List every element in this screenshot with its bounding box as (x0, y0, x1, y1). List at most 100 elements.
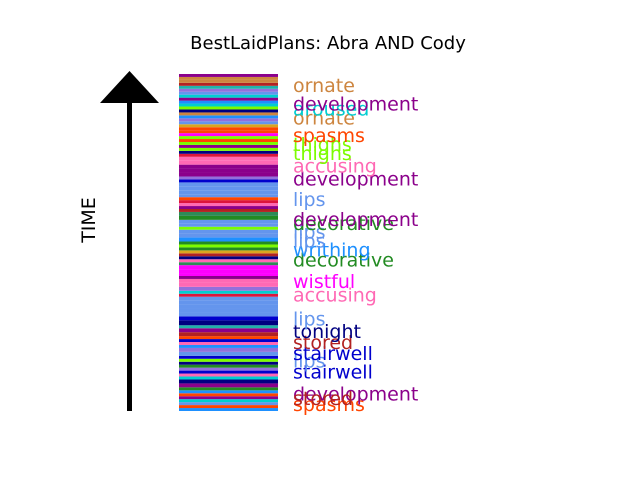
stripe-11 (179, 373, 278, 377)
stripe-76 (179, 150, 278, 154)
stripe-98 (179, 85, 278, 89)
stripe-55 (179, 223, 278, 227)
stripe-9 (179, 379, 278, 384)
stripe-78 (179, 144, 278, 148)
stripe-88 (179, 115, 278, 119)
word-label-5: stairwell (293, 343, 373, 365)
word-label-9: accusing (293, 285, 377, 307)
stripe-65 (179, 190, 278, 195)
stripe-36 (179, 286, 278, 291)
stripe-35 (179, 290, 278, 294)
stripe-89 (179, 112, 278, 116)
stripe-33 (179, 296, 278, 301)
word-labels: spasmsdevelopmentstoredstairwelllipsstai… (293, 75, 418, 416)
stripe-40 (179, 273, 278, 277)
word-label-11: decorative (293, 249, 394, 271)
stripe-17 (179, 355, 278, 359)
stripe-67 (179, 182, 278, 187)
word-label-24: aroused (293, 98, 369, 120)
stripe-39 (179, 276, 278, 279)
stripe-60 (179, 206, 278, 209)
word-label-25: development (293, 94, 418, 116)
stripe-80 (179, 139, 278, 142)
word-label-4: lips (293, 351, 326, 373)
stripe-6 (179, 390, 278, 394)
stripe-28 (179, 316, 278, 321)
stripe-95 (179, 94, 278, 98)
stripe-25 (179, 328, 278, 333)
word-label-12: writhing (293, 239, 371, 261)
stripe-24 (179, 332, 278, 337)
stripe-54 (179, 226, 278, 230)
stripe-41 (179, 269, 278, 274)
word-label-15: decorative (293, 213, 394, 235)
stripe-7 (179, 387, 278, 391)
stripe-52 (179, 233, 278, 238)
stripe-56 (179, 219, 278, 224)
word-label-23: ornate (293, 107, 355, 129)
word-label-1: development (293, 383, 418, 405)
word-label-19: accusing (293, 156, 377, 178)
stripe-79 (179, 141, 278, 145)
stripe-87 (179, 118, 278, 122)
stripe-3 (179, 399, 278, 403)
stripe-57 (179, 215, 278, 220)
word-label-3: stairwell (293, 362, 373, 384)
stripe-14 (179, 364, 278, 368)
word-label-10: wistful (293, 271, 355, 293)
stripe-5 (179, 393, 278, 397)
stripe-48 (179, 247, 278, 251)
stripe-12 (179, 370, 278, 374)
stripe-16 (179, 358, 278, 362)
stripe-94 (179, 97, 278, 101)
stripe-27 (179, 320, 278, 326)
time-axis-shaft (127, 101, 132, 411)
stripe-75 (179, 153, 278, 157)
stripe-64 (179, 194, 278, 198)
stripe-26 (179, 325, 278, 329)
stripe-86 (179, 121, 278, 125)
stripe-73 (179, 160, 278, 165)
stripe-90 (179, 109, 278, 113)
stripe-15 (179, 361, 278, 365)
stripe-43 (179, 262, 278, 266)
time-arrow-head (100, 71, 159, 103)
stripe-66 (179, 186, 278, 191)
word-label-17: lips (293, 189, 326, 211)
stripe-0 (179, 408, 278, 411)
word-label-21: thighs (293, 134, 352, 156)
stripe-61 (179, 203, 278, 207)
word-label-16: development (293, 209, 418, 231)
stripe-44 (179, 259, 278, 263)
stripe-82 (179, 133, 278, 137)
stripe-47 (179, 250, 278, 254)
stripe-74 (179, 156, 278, 161)
stripe-49 (179, 244, 278, 248)
stripe-102 (179, 74, 278, 77)
stripe-72 (179, 164, 278, 169)
stripe-34 (179, 293, 278, 297)
stripe-21 (179, 342, 278, 345)
stripe-71 (179, 168, 278, 173)
stripe-83 (179, 130, 278, 134)
word-label-20: thighs (293, 143, 352, 165)
word-label-0: spasms (293, 394, 365, 416)
stripe-59 (179, 208, 278, 212)
stripe-81 (179, 136, 278, 140)
stripe-100 (179, 79, 278, 83)
stripe-1 (179, 405, 278, 409)
time-axis (100, 71, 159, 411)
stripe-53 (179, 229, 278, 234)
stripe-30 (179, 308, 278, 313)
stripe-51 (179, 237, 278, 242)
stripe-32 (179, 300, 278, 305)
stripe-45 (179, 256, 278, 260)
word-label-18: development (293, 168, 418, 190)
stripe-19 (179, 347, 278, 352)
stripe-22 (179, 339, 278, 343)
word-label-26: ornate (293, 75, 355, 97)
stripe-63 (179, 197, 278, 201)
stripe-85 (179, 124, 278, 128)
stripe-23 (179, 336, 278, 340)
